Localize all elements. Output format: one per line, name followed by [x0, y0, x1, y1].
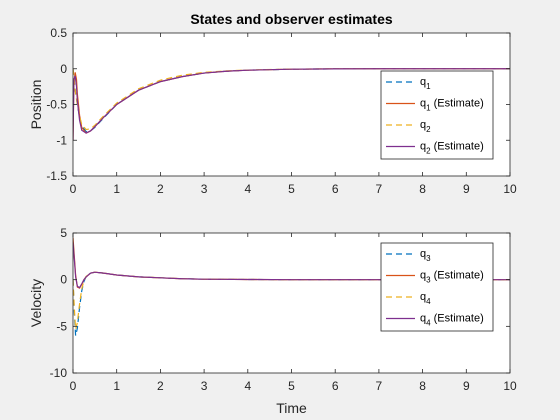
legend-subscript: 2: [426, 125, 431, 134]
legend-suffix: (Estimate): [431, 98, 484, 110]
x-tick-label: 9: [463, 379, 470, 393]
x-tick-label: 8: [419, 182, 426, 196]
x-tick-label: 4: [244, 182, 251, 196]
legend-subscript: 3: [426, 254, 431, 263]
legend-entry: q2 (Estimate): [420, 141, 484, 156]
x-axis-label: Time: [276, 400, 307, 416]
position-axes: 0 1 2 3 4 5 6 7 8 9 10 0.5 0 -0.5 -1 -1.5 Position States…: [28, 11, 517, 196]
y-tick-label: -10: [50, 366, 68, 380]
legend-entry: q4: [420, 291, 431, 306]
legend-name: q: [420, 291, 426, 303]
legend-name: q: [420, 270, 426, 282]
legend-entry: q4 (Estimate): [420, 313, 484, 328]
legend-box: [380, 70, 494, 160]
x-tick-label: 7: [376, 379, 383, 393]
legend-suffix: (Estimate): [431, 141, 484, 153]
legend-subscript: 3: [426, 276, 431, 285]
series-line-q2-estimate: [73, 68, 510, 141]
x-tick-label: 2: [157, 182, 164, 196]
x-tick-label: 8: [419, 379, 426, 393]
y-tick-label: -1: [56, 133, 67, 147]
legend-suffix: (Estimate): [431, 313, 484, 325]
legend-suffix: (Estimate): [431, 270, 484, 282]
x-tick-label: 10: [503, 182, 517, 196]
legend-subscript: 2: [426, 147, 431, 156]
legend-box: [380, 242, 494, 332]
x-tick-label: 9: [463, 182, 470, 196]
legend-name: q: [420, 119, 426, 131]
legend-entry: q3 (Estimate): [420, 270, 484, 285]
x-tick-label: 5: [288, 182, 295, 196]
legend-entry: q2: [420, 119, 431, 134]
y-tick-label: 0: [60, 273, 67, 287]
x-tick-label: 2: [157, 379, 164, 393]
y-axis-label: Velocity: [28, 279, 44, 327]
legend-subscript: 1: [426, 104, 431, 113]
legend-name: q: [420, 141, 426, 153]
x-tick-label: 0: [70, 182, 77, 196]
x-tick-label: 6: [332, 182, 339, 196]
legend-subscript: 4: [426, 319, 431, 328]
y-tick-label: 5: [60, 226, 67, 240]
legend-subscript: 4: [426, 297, 431, 306]
y-tick-label: -0.5: [46, 98, 67, 112]
y-tick-label: 0: [60, 62, 67, 76]
legend-entry: q1: [420, 76, 431, 91]
x-tick-label: 1: [113, 379, 120, 393]
series-line-q4-estimate: [73, 242, 510, 289]
x-tick-label: 5: [288, 379, 295, 393]
x-tick-label: 6: [332, 379, 339, 393]
x-tick-label: 10: [503, 379, 517, 393]
x-tick-label: 3: [201, 379, 208, 393]
legend-name: q: [420, 98, 426, 110]
y-tick-label: -5: [56, 319, 67, 333]
legend-name: q: [420, 248, 426, 260]
y-tick-label: -1.5: [46, 169, 67, 183]
legend-entry: q3: [420, 248, 431, 263]
x-tick-label: 0: [70, 379, 77, 393]
legend-entry: q1 (Estimate): [420, 98, 484, 113]
x-tick-label: 1: [113, 182, 120, 196]
y-axis-label: Position: [28, 80, 44, 130]
x-tick-label: 7: [376, 182, 383, 196]
legend-name: q: [420, 313, 426, 325]
x-tick-label: 4: [244, 379, 251, 393]
x-tick-label: 3: [201, 182, 208, 196]
y-tick-label: 0.5: [50, 26, 67, 40]
legend-subscript: 1: [426, 82, 431, 91]
legend-name: q: [420, 76, 426, 88]
chart-title: States and observer estimates: [190, 11, 393, 27]
